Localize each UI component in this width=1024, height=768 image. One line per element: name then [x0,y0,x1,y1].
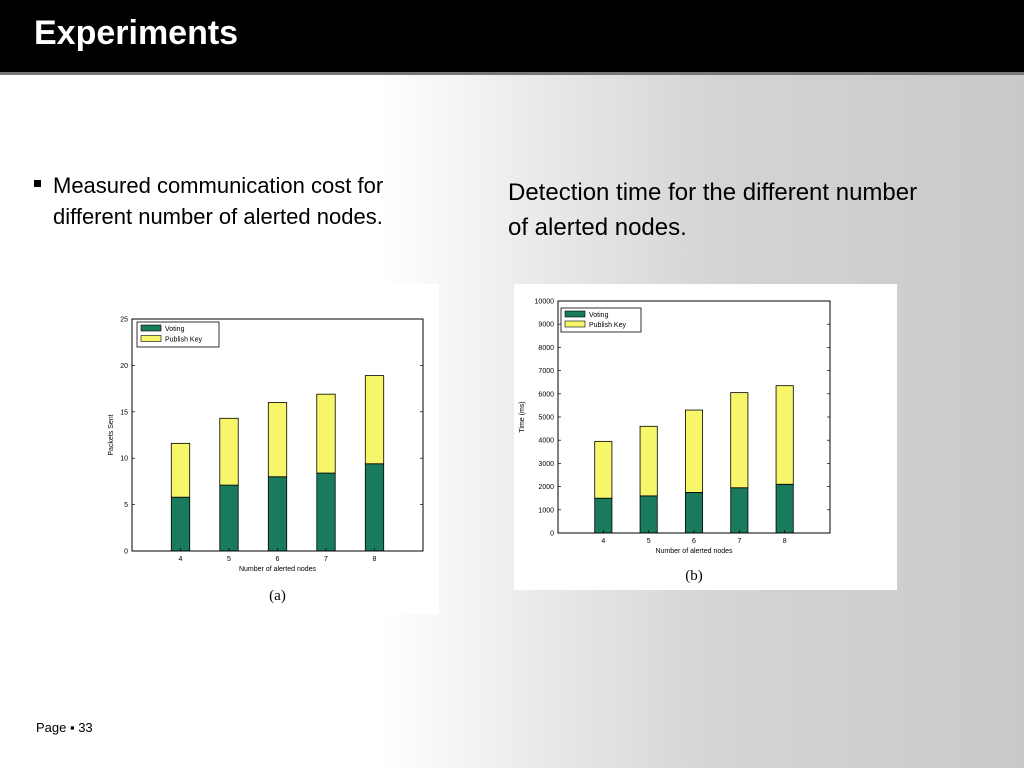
chart-b: 4 5 6 7 8 0 1000 2000 3000 4000 5000 6000 7000 8000 90… [519,299,831,584]
chart-b-bar-voting-4 [594,497,613,534]
chart-b-legend-label-voting: Voting [589,312,609,319]
chart-b-x-tick-label: 7 [737,538,741,545]
chart-b-y-tick-label: 5000 [538,415,554,422]
chart-a-bar-voting-4 [170,496,191,552]
chart-b-legend-swatch-publish-key [564,320,586,328]
chart-a-bar-voting-6 [267,476,288,552]
chart-a-y-tick-label: 20 [120,363,128,370]
chart-b-x-tick-label: 8 [783,538,787,545]
chart-a-bar-publish-key-6 [267,402,288,478]
chart-a-legend-label-voting: Voting [165,326,185,333]
chart-b-sub-label: (b) [685,568,703,584]
chart-a-bar-publish-key-4 [170,442,191,498]
chart-a-x-tick-label: 4 [179,556,183,563]
chart-a-y-axis-label: Packets Sent [108,414,115,455]
chart-b-bar-voting-7 [730,487,749,534]
chart-b-x-tick-label: 5 [647,538,651,545]
chart-b-y-tick-label: 8000 [538,345,554,352]
chart-b-y-tick-label: 2000 [538,484,554,491]
chart-b-y-tick-label: 0 [550,531,554,538]
chart-a-x-tick-label: 8 [373,556,377,563]
chart-b-y-tick-label: 1000 [538,507,554,514]
chart-a-y-tick-label: 25 [120,317,128,324]
page-number: Page ▪ 33 [36,720,93,735]
chart-a-bar-publish-key-5 [219,417,239,486]
slide-title: Experiments [34,14,239,52]
chart-b-bar-voting-8 [775,483,794,534]
chart-a-x-tick-label: 6 [276,556,280,563]
chart-b-bar-publish-key-6 [684,409,704,493]
chart-a-bar-publish-key-7 [316,393,336,474]
chart-b-y-tick-label: 3000 [538,461,554,468]
chart-panel-a: 4 5 6 7 8 0 5 10 15 20 25 Number of alerted nodes Pa… [103,284,439,614]
chart-b-bar-publish-key-4 [594,440,613,499]
bullet-item: Measured communication cost for differen… [34,170,454,232]
chart-b-y-tick-label: 7000 [538,368,554,375]
chart-b-bar-publish-key-8 [775,385,794,485]
chart-b-x-tick-label: 4 [601,538,605,545]
chart-a-axes-box [131,318,424,552]
bullet-text: Measured communication cost for differen… [53,173,384,229]
chart-a-bar-voting-5 [219,484,239,552]
chart-a: 4 5 6 7 8 0 5 10 15 20 25 Number of alerted nodes Pa… [108,317,424,604]
chart-a-sub-label: (a) [269,588,286,604]
chart-a-y-tick-label: 10 [120,456,128,463]
chart-a-x-axis-label: Number of alerted nodes [239,566,317,573]
chart-a-legend-swatch-voting [140,324,162,332]
chart-b-y-tick-label: 9000 [538,322,554,329]
chart-b-bar-voting-6 [684,491,704,534]
chart-a-x-tick-label: 7 [324,556,328,563]
chart-a-legend-swatch-publish-key [140,335,162,342]
right-caption: Detection time for the different number … [508,179,918,241]
chart-a-y-tick-label: 0 [124,549,128,556]
chart-b-x-axis-label: Number of alerted nodes [655,548,733,555]
title-bar [0,0,1024,72]
title-underline [0,72,1024,75]
chart-a-bar-voting-8 [364,463,385,552]
chart-b-y-tick-label: 4000 [538,438,554,445]
chart-a-y-tick-label: 15 [120,409,128,416]
chart-b-bar-publish-key-7 [730,392,749,489]
chart-b-legend-swatch-voting [564,310,586,318]
chart-b-y-tick-label: 10000 [535,299,555,306]
bullet-marker-icon [34,180,41,187]
chart-panel-b: 4 5 6 7 8 0 1000 2000 3000 4000 5000 6000 7000 8000 90… [514,284,897,590]
chart-b-bar-voting-5 [639,495,658,534]
chart-a-x-tick-label: 5 [227,556,231,563]
chart-b-x-tick-label: 6 [692,538,696,545]
chart-a-legend-label-publish-key: Publish Key [165,337,202,344]
chart-b-legend-label-publish-key: Publish Key [589,322,626,329]
chart-a-bar-voting-7 [316,472,336,552]
chart-b-y-axis-label: Time (ms) [519,401,526,432]
chart-b-y-tick-label: 6000 [538,391,554,398]
chart-b-bar-publish-key-5 [639,425,658,497]
chart-a-bar-publish-key-8 [364,375,385,465]
chart-a-y-tick-label: 5 [124,502,128,509]
